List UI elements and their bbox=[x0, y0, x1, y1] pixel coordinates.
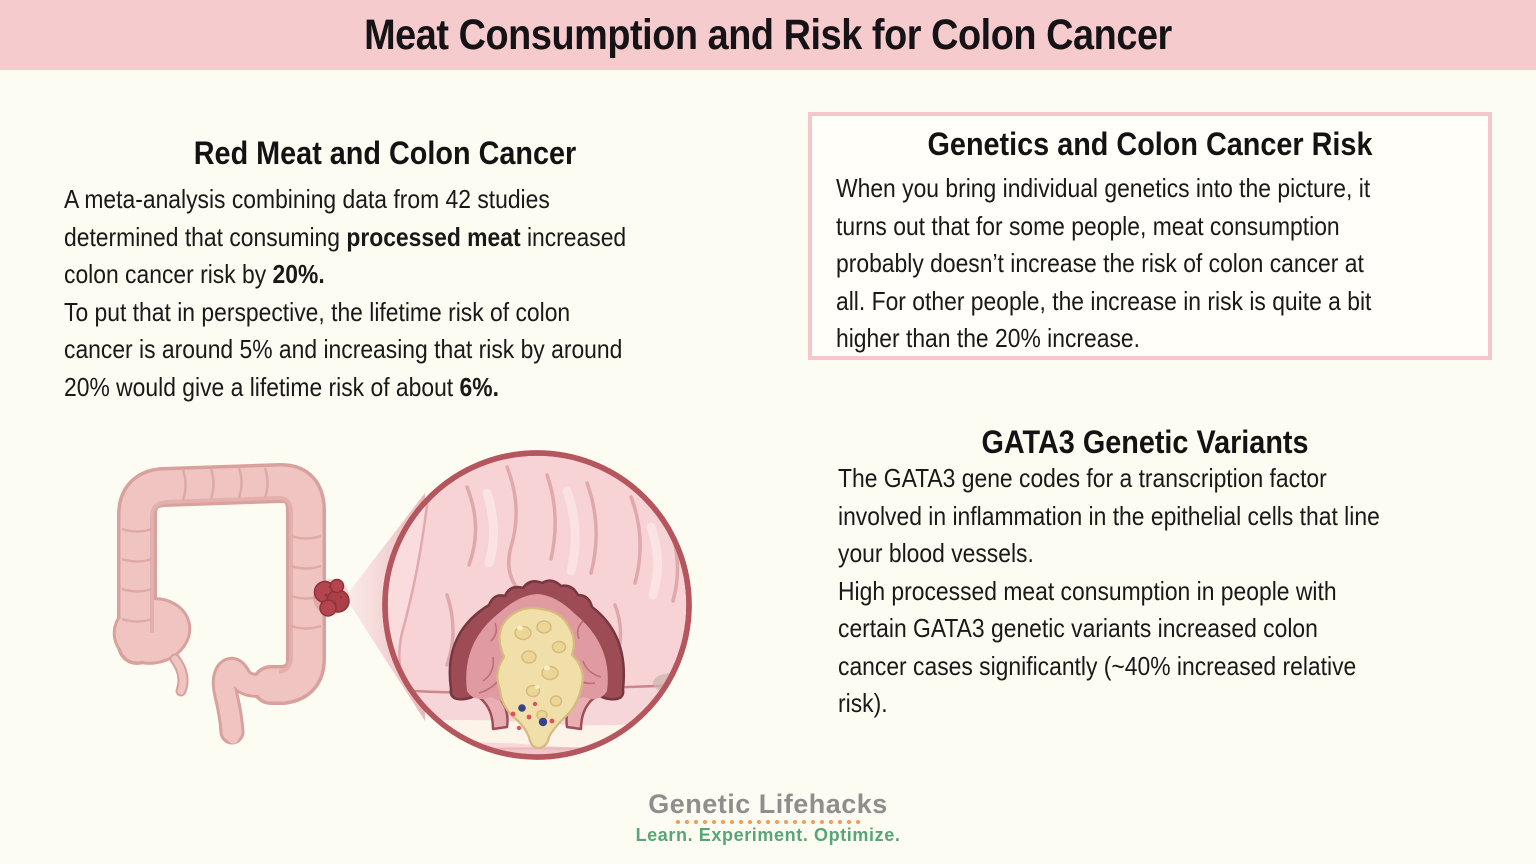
immune-cell-dots bbox=[510, 701, 555, 731]
colon-icon bbox=[112, 463, 326, 745]
colon-illustration bbox=[112, 450, 692, 760]
logo-dotted-divider bbox=[674, 819, 862, 825]
logo-title: Genetic Lifehacks bbox=[648, 789, 888, 819]
title-banner: Meat Consumption and Risk for Colon Canc… bbox=[0, 0, 1536, 70]
genetics-paragraph: When you bring individual genetics into … bbox=[836, 173, 1372, 353]
tumor-highlights bbox=[517, 625, 550, 689]
polyp-cross-section bbox=[448, 579, 626, 750]
logo-tagline: Learn. Experiment. Optimize. bbox=[635, 825, 901, 845]
genetics-heading: Genetics and Colon Cancer Risk bbox=[927, 126, 1373, 162]
red-meat-heading: Red Meat and Colon Cancer bbox=[193, 135, 577, 171]
red-meat-paragraph: A meta-analysis combining data from 42 s… bbox=[64, 184, 627, 402]
haustra-lines bbox=[121, 467, 322, 630]
page-title: Meat Consumption and Risk for Colon Canc… bbox=[364, 10, 1172, 59]
genetics-info-box: Genetics and Colon Cancer Risk When you … bbox=[808, 112, 1492, 360]
gata3-paragraph: The GATA3 gene codes for a transcription… bbox=[838, 463, 1380, 718]
gata3-heading: GATA3 Genetic Variants bbox=[981, 424, 1309, 460]
polyp-icon bbox=[313, 578, 350, 617]
magnifier-circle bbox=[382, 450, 692, 760]
logo: Genetic Lifehacks Learn. Experiment. Opt… bbox=[0, 790, 1536, 846]
